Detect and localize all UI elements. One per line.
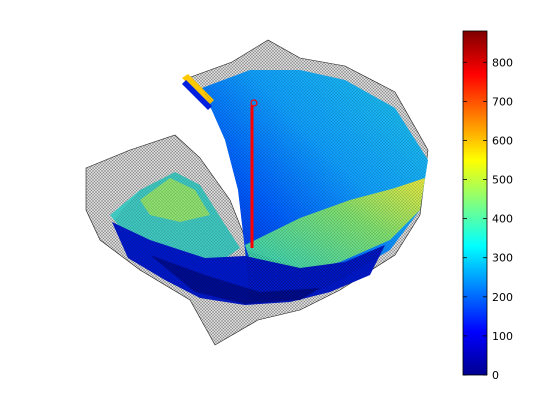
- colorbar: 0 100 200 300 400 500 600 700 800: [462, 30, 513, 382]
- colorbar-tick-label: 400: [492, 213, 513, 226]
- colorbar-tick-label: 100: [492, 330, 513, 343]
- colorbar-tick-label: 800: [492, 56, 513, 69]
- colorbar-tick-label: 500: [492, 174, 513, 187]
- colorbar-tick-label: 200: [492, 291, 513, 304]
- colorbar-tick-label: 0: [492, 369, 499, 382]
- colorbar-gradient: [462, 30, 488, 376]
- colorbar-ticks: 0 100 200 300 400 500 600 700 800: [463, 56, 513, 382]
- colorbar-tick-label: 300: [492, 252, 513, 265]
- depth-marker-cap: [250, 99, 258, 107]
- colorbar-tick-label: 600: [492, 134, 513, 147]
- colorbar-tick-label: 700: [492, 95, 513, 108]
- surface-plot: [85, 39, 429, 346]
